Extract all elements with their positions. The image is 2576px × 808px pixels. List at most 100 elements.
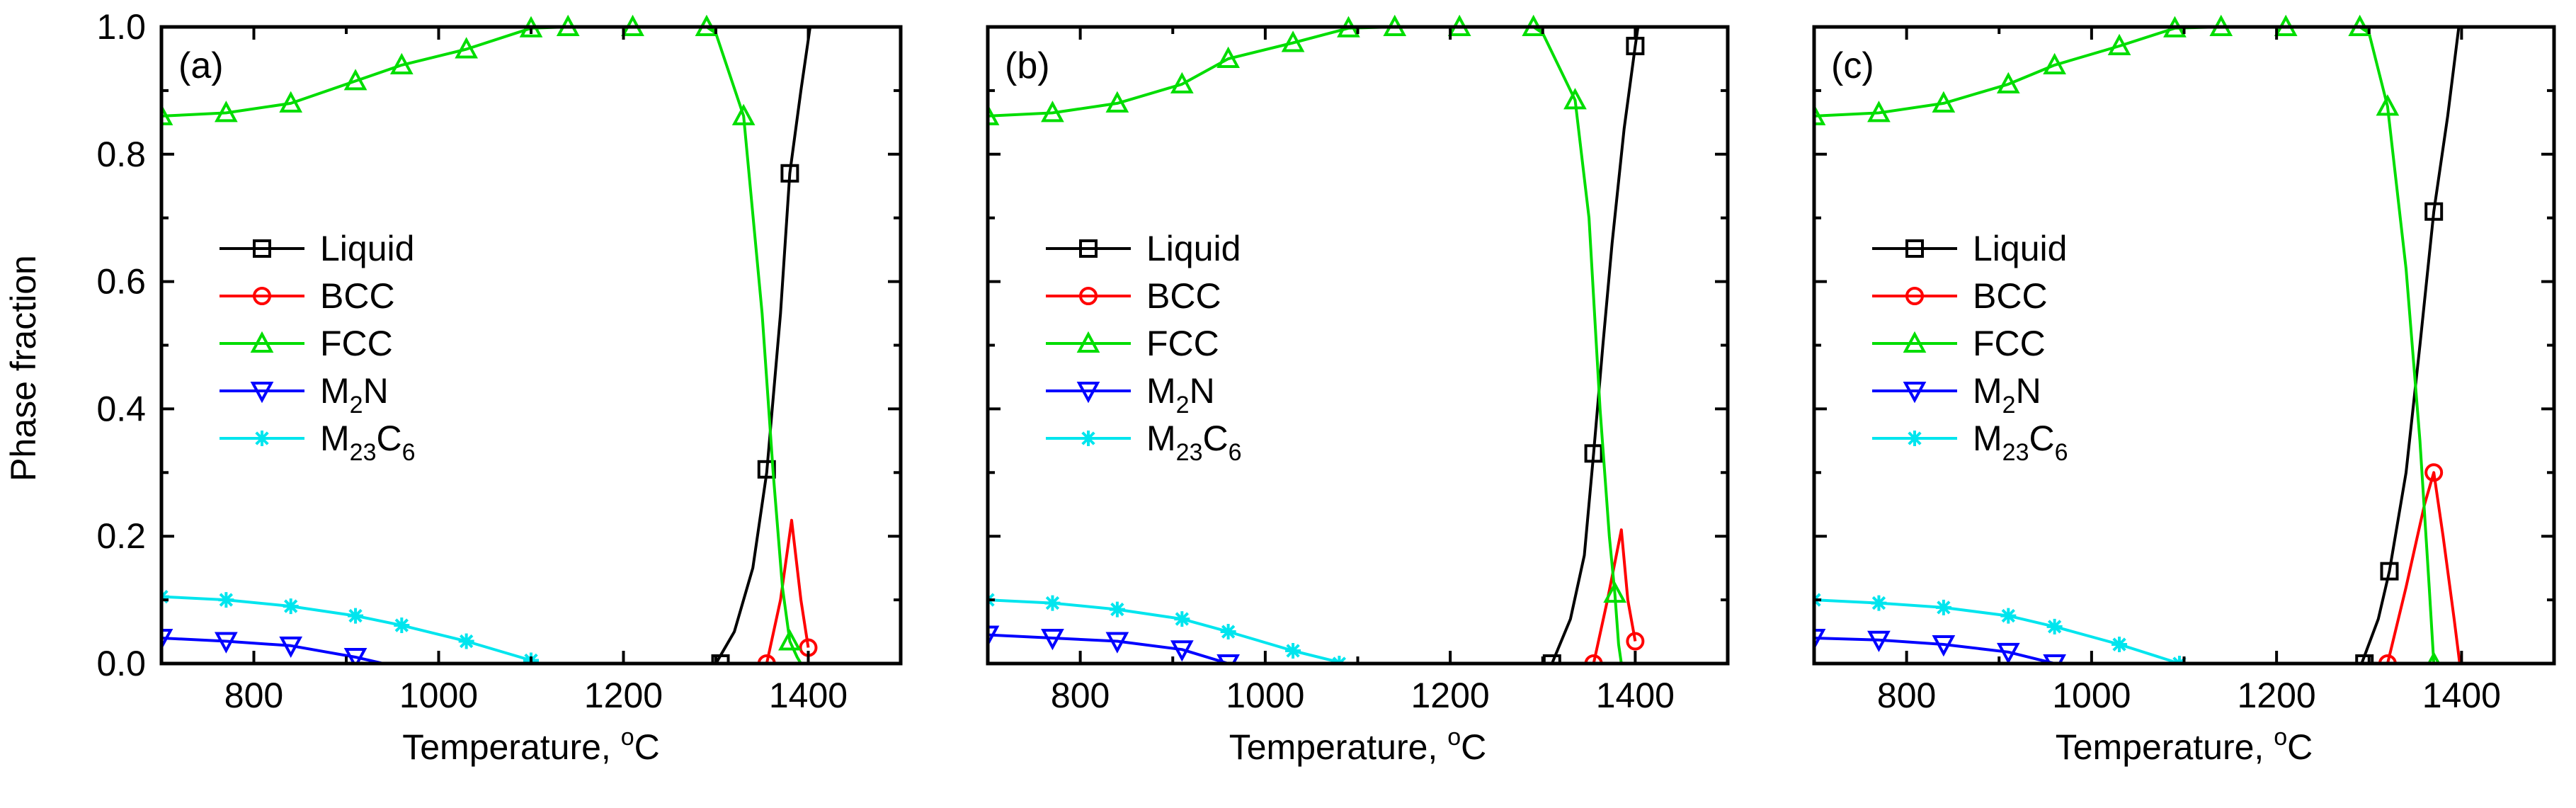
point-FCC-2	[1105, 91, 1129, 113]
legend-marker-BCC	[253, 287, 271, 305]
point-FCC-2	[279, 91, 303, 113]
point-M23C6-3	[1174, 611, 1190, 627]
point-M2N-1	[1867, 630, 1891, 652]
point-M2N-1	[1041, 629, 1064, 651]
legend-marker-M23C6	[1907, 431, 1922, 446]
point-M2N-2	[279, 636, 303, 659]
panel-3: 800 1000 1200 1400 Temperature, oC (c) Liquid B…	[1812, 14, 2556, 767]
point-FCC-11	[778, 629, 802, 651]
point-BCC-0	[1584, 654, 1603, 664]
series-M23C6	[161, 588, 539, 664]
x-tick-label: 800	[1051, 676, 1110, 715]
x-axis-title: Temperature, oC	[2056, 724, 2313, 767]
legend-marker-FCC	[1076, 331, 1100, 353]
panel-label: (a)	[178, 45, 224, 86]
line-Liquid	[2360, 26, 2461, 664]
point-FCC-5	[1281, 30, 1305, 52]
point-M23C6-4	[1220, 624, 1236, 640]
point-FCC-10	[2376, 94, 2400, 116]
point-Liquid-0	[2355, 654, 2374, 664]
legend-label-BCC: BCC	[1146, 276, 1221, 316]
line-M23C6	[988, 598, 1345, 664]
legend-label-Liquid: Liquid	[1146, 229, 1241, 268]
legend-label-FCC: FCC	[1973, 324, 2046, 363]
point-Liquid-2	[780, 164, 799, 183]
point-BCC-1	[2424, 463, 2444, 482]
point-M23C6-2	[1935, 599, 1951, 615]
point-M2N-0	[161, 629, 173, 651]
point-Liquid-2	[2424, 202, 2444, 221]
series-Liquid	[1542, 26, 1645, 664]
x-tick-label: 800	[224, 676, 283, 715]
line-M2N	[1814, 637, 2056, 664]
y-tick-label: 0.0	[96, 644, 146, 683]
point-Liquid-1	[2380, 562, 2399, 581]
point-M23C6-5	[458, 633, 474, 649]
point-M23C6-1	[218, 592, 234, 608]
legend-marker-M2N	[1076, 382, 1100, 404]
point-FCC-4	[389, 52, 414, 74]
point-M2N-3	[343, 648, 367, 664]
legend-marker-Liquid	[1905, 239, 1924, 258]
point-FCC-10	[1563, 88, 1587, 110]
point-FCC-1	[1041, 101, 1064, 123]
point-M2N-2	[1932, 635, 1956, 657]
point-M23C6-3	[2000, 608, 2017, 624]
legend-marker-FCC	[250, 331, 274, 353]
y-tick-label: 0.2	[96, 516, 146, 556]
series-M23C6	[988, 592, 1347, 664]
legend-label-BCC: BCC	[1973, 276, 2048, 316]
series-M23C6	[1814, 592, 2187, 664]
legend-label-BCC: BCC	[320, 276, 395, 316]
line-BCC	[765, 518, 810, 664]
y-axis-title: Phase fraction	[4, 255, 43, 482]
legend-marker-M2N	[250, 382, 274, 404]
x-tick-label: 1000	[2052, 676, 2131, 715]
point-M2N-4	[2043, 654, 2066, 664]
x-tick-label: 1000	[1226, 676, 1304, 715]
legend-label-M23C6: M23C6	[1973, 419, 2068, 466]
point-FCC-5	[455, 37, 479, 59]
point-M2N-3	[1170, 640, 1194, 662]
legend-label-M23C6: M23C6	[320, 419, 416, 466]
point-FCC-1	[1867, 101, 1891, 123]
point-FCC-4	[1216, 46, 1240, 68]
y-tick-label: 0.4	[96, 389, 146, 428]
y-tick-label: 0.6	[96, 262, 146, 302]
series-Liquid	[711, 26, 812, 664]
point-M23C6-1	[1871, 595, 1887, 611]
series-M2N	[1814, 629, 2066, 664]
series-M2N	[988, 625, 1240, 664]
y-tick-label: 1.0	[96, 7, 146, 47]
legend-label-M2N: M2N	[1973, 371, 2041, 419]
point-Liquid-1	[757, 460, 776, 479]
point-M23C6-5	[2111, 637, 2128, 653]
point-BCC-1	[1626, 632, 1645, 651]
legend-label-M23C6: M23C6	[1146, 419, 1242, 466]
point-BCC-0	[2378, 654, 2397, 664]
x-tick-label: 1200	[1411, 676, 1490, 715]
legend-marker-FCC	[1903, 331, 1927, 353]
point-M23C6-5	[1285, 643, 1301, 659]
x-tick-label: 800	[1877, 676, 1936, 715]
point-Liquid-1	[1584, 444, 1603, 463]
panel-2: 800 1000 1200 1400 Temperature, oC (b) Liquid B…	[986, 14, 1730, 767]
x-tick-label: 1400	[1596, 676, 1675, 715]
point-FCC-3	[1170, 72, 1194, 93]
point-FCC-0	[1814, 103, 1826, 125]
panel-label: (c)	[1831, 45, 1874, 86]
point-FCC-3	[343, 69, 367, 91]
point-M2N-0	[988, 625, 1000, 647]
line-M2N	[161, 637, 384, 664]
line-Liquid	[714, 26, 812, 664]
legend-marker-M2N	[1903, 382, 1927, 404]
legend-marker-M23C6	[1081, 431, 1096, 446]
legend-label-Liquid: Liquid	[1973, 229, 2067, 268]
point-FCC-3	[1996, 72, 2020, 93]
y-tick-label: 0.8	[96, 135, 146, 174]
line-M2N	[988, 633, 1229, 664]
